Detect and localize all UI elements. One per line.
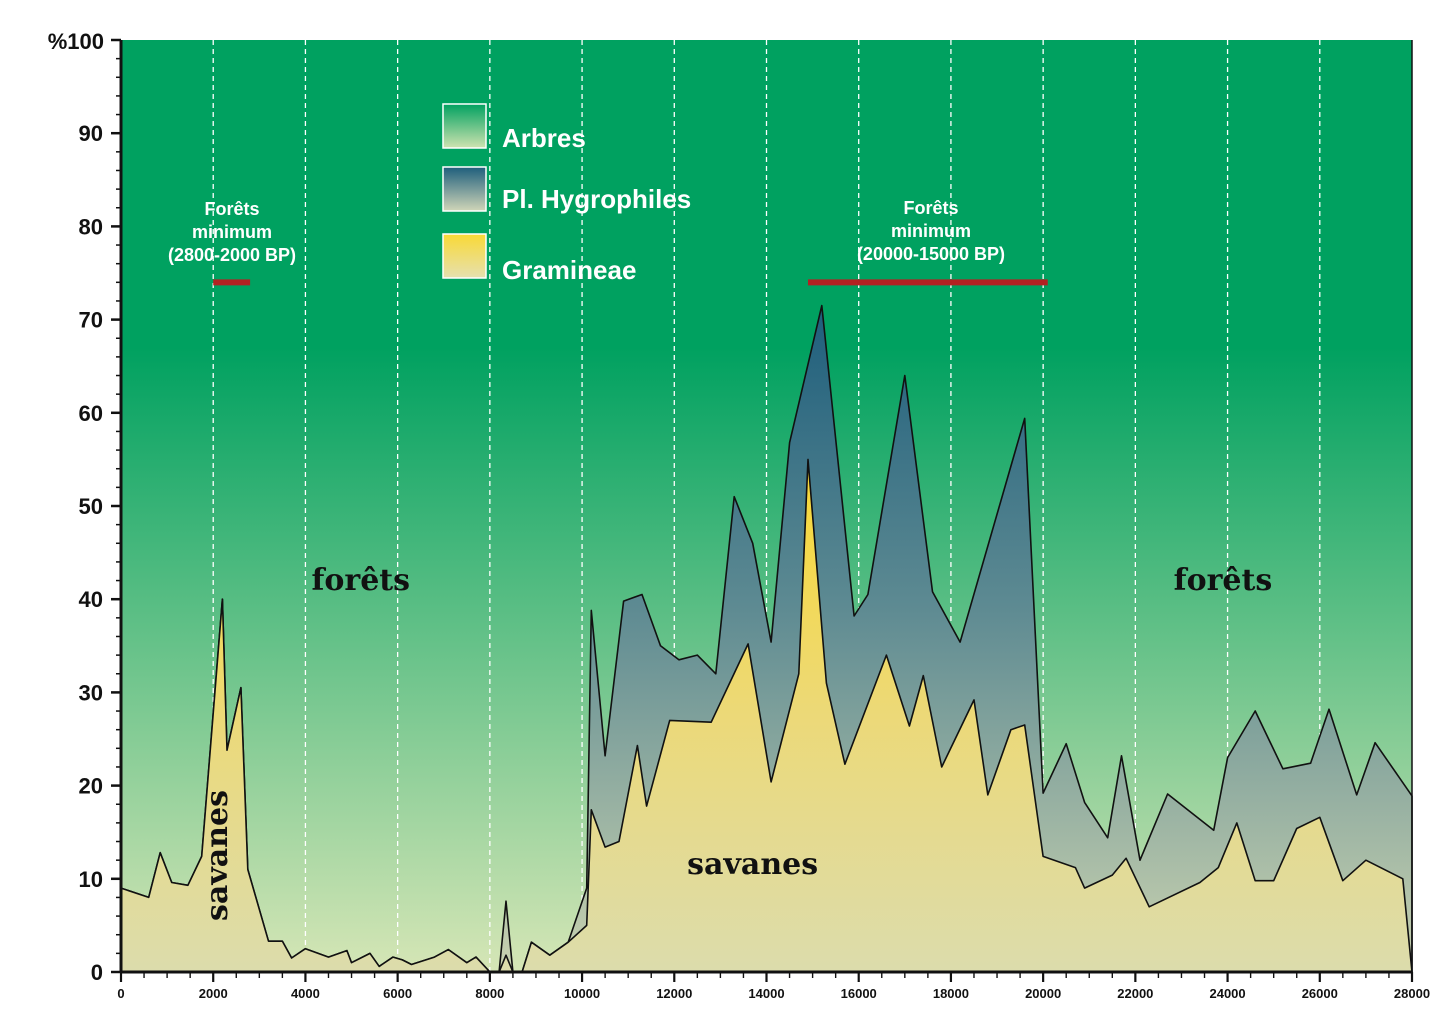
x-tick-label-4000: 4000 [291,986,320,1001]
legend: Arbres Pl. Hygrophiles Gramineae [442,103,691,285]
x-tick-label-8000: 8000 [475,986,504,1001]
y-tick-label-30: 30 [79,680,103,705]
y-tick-label-0: 0 [91,960,103,985]
x-tick-label-20000: 20000 [1025,986,1061,1001]
x-tick-label-22000: 22000 [1117,986,1153,1001]
legend-swatch-arbres [442,103,487,149]
x-tick-label-6000: 6000 [383,986,412,1001]
x-tick-label-10000: 10000 [564,986,600,1001]
x-tick-label-2000: 2000 [199,986,228,1001]
zone-label-forets-right: forêts [1174,563,1273,598]
y-tick-label-60: 60 [79,401,103,426]
legend-label-arbres: Arbres [502,123,586,153]
x-tick-label-28000: 28000 [1394,986,1430,1001]
zone-label-savanes-vertical: savanes [200,790,235,921]
forest-minimum-periods: Forêts minimum (2800-2000 BP) Forêts min… [168,198,1048,286]
vertical-gridlines [212,40,1321,972]
y-tick-label-90: 90 [79,121,103,146]
legend-swatch-pl-hygrophiles [442,166,487,212]
legend-swatch-gramineae [442,233,487,279]
y-axis-title: %100 [48,29,104,54]
y-ticks: 0 10 20 30 40 50 60 70 80 90 [79,38,121,985]
zone-label-savanes-center: savanes [687,847,818,882]
period-1-line-1: Forêts [204,199,259,219]
x-tick-label-14000: 14000 [748,986,784,1001]
y-tick-label-40: 40 [79,587,103,612]
x-tick-label-18000: 18000 [933,986,969,1001]
x-tick-label-24000: 24000 [1209,986,1245,1001]
period-1-line-2: minimum [192,222,272,242]
period-1-line-3: (2800-2000 BP) [168,245,296,265]
y-tick-label-20: 20 [79,774,103,799]
x-tick-label-26000: 26000 [1302,986,1338,1001]
x-tick-label-0: 0 [117,986,124,1001]
x-tick-label-12000: 12000 [656,986,692,1001]
y-tick-label-80: 80 [79,214,103,239]
x-tick-label-16000: 16000 [841,986,877,1001]
zone-labels: forêts forêts savanes savanes [200,563,1272,921]
area-gramineae [120,458,1413,973]
legend-label-pl-hygrophiles: Pl. Hygrophiles [502,184,691,214]
zone-label-forets-left: forêts [311,563,410,598]
period-2-line-1: Forêts [903,198,958,218]
period-2-line-3: (20000-15000 BP) [857,244,1005,264]
y-tick-label-10: 10 [79,867,103,892]
legend-label-gramineae: Gramineae [502,255,636,285]
y-tick-label-50: 50 [79,494,103,519]
y-tick-label-70: 70 [79,308,103,333]
period-2-line-2: minimum [891,221,971,241]
x-ticks: 0 2000 4000 6000 8000 10000 12000 14000 16000 180… [117,972,1430,1001]
